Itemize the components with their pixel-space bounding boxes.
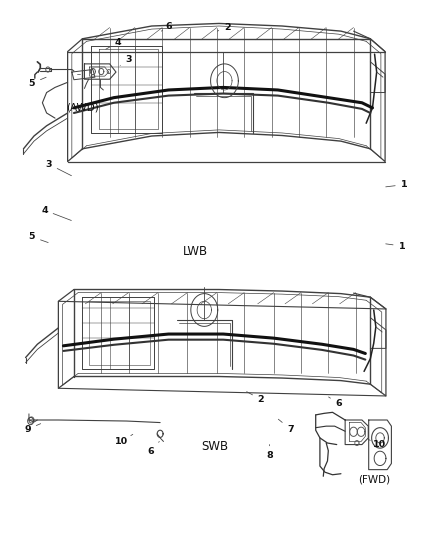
Text: 3: 3 — [46, 160, 71, 176]
Text: 7: 7 — [278, 419, 294, 434]
Text: 6: 6 — [148, 441, 159, 456]
Text: 10: 10 — [368, 439, 386, 449]
Text: 6: 6 — [161, 21, 172, 31]
Text: 3: 3 — [120, 55, 132, 66]
Text: 4: 4 — [41, 206, 71, 221]
Text: 1: 1 — [386, 241, 405, 251]
Text: 5: 5 — [28, 232, 48, 243]
Text: 6: 6 — [328, 397, 342, 408]
Text: 1: 1 — [386, 180, 407, 189]
Text: 10: 10 — [115, 434, 133, 446]
Text: (AWD): (AWD) — [66, 103, 99, 113]
Text: LWB: LWB — [184, 245, 208, 257]
Text: 2: 2 — [247, 392, 265, 404]
Text: (FWD): (FWD) — [359, 475, 391, 485]
Text: 5: 5 — [28, 77, 46, 88]
Text: 8: 8 — [266, 445, 273, 461]
Text: 4: 4 — [106, 38, 121, 49]
Text: 2: 2 — [217, 22, 231, 31]
Text: 9: 9 — [25, 424, 41, 434]
Text: SWB: SWB — [201, 440, 228, 453]
